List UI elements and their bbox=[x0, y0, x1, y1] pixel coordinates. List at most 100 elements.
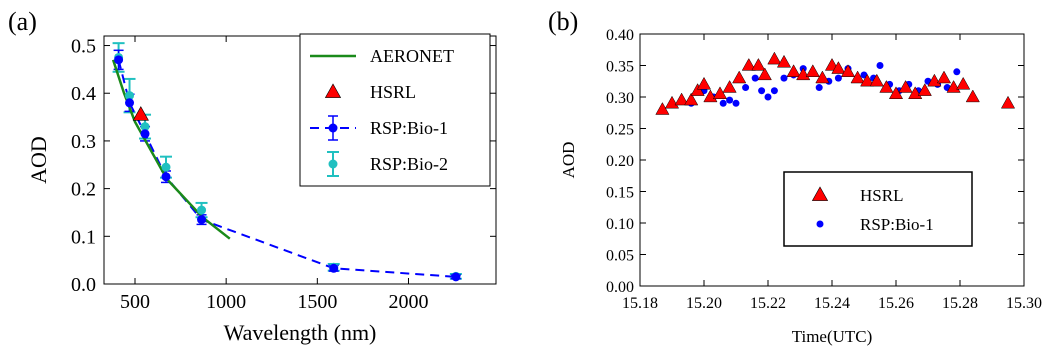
hsrl-point bbox=[674, 92, 689, 106]
hsrl-point bbox=[684, 92, 699, 106]
hsrl-point bbox=[888, 86, 904, 99]
hsrl-point bbox=[1000, 95, 1016, 109]
hsrl-point bbox=[732, 70, 747, 84]
aeronet-line bbox=[111, 59, 231, 240]
y-tick-label: 0.4 bbox=[71, 83, 96, 105]
legend-rsp-bio1-label: RSP:Bio-1 bbox=[860, 215, 934, 234]
y-tick-label: 0.20 bbox=[606, 153, 634, 170]
y-tick-label: 0.0 bbox=[71, 274, 96, 296]
y-tick-label: 0.15 bbox=[606, 185, 634, 202]
hsrl-point bbox=[815, 70, 830, 84]
hsrl-point bbox=[805, 64, 820, 77]
rsp-bio1-point bbox=[834, 74, 842, 82]
rsp-bio1-point bbox=[114, 55, 124, 65]
y-tick-label: 0.10 bbox=[606, 216, 634, 233]
x-axis-label: Time(UTC) bbox=[792, 327, 873, 346]
hsrl-point bbox=[965, 89, 980, 103]
rsp-bio1-point bbox=[161, 172, 171, 182]
hsrl-point bbox=[722, 80, 737, 93]
legend-hsrl-swatch bbox=[324, 83, 342, 98]
rsp-bio1-point bbox=[726, 96, 734, 104]
hsrl-point bbox=[132, 106, 149, 121]
y-axis-label: AOD bbox=[559, 142, 578, 179]
hsrl-point bbox=[786, 64, 801, 77]
rsp-bio1-point bbox=[751, 74, 759, 82]
y-tick-label: 0.3 bbox=[71, 131, 96, 153]
legend-rsp-bio2-label: RSP:Bio-2 bbox=[370, 154, 448, 174]
legend-aeronet-label: AERONET bbox=[370, 46, 454, 66]
rsp-bio1-point bbox=[197, 215, 207, 225]
hsrl-point bbox=[879, 80, 894, 93]
y-tick-label: 0.2 bbox=[71, 179, 96, 201]
rsp-bio1-point bbox=[758, 87, 766, 95]
y-tick-label: 0.00 bbox=[606, 279, 634, 296]
legend-hsrl-label: HSRL bbox=[370, 82, 416, 102]
hsrl-point bbox=[869, 73, 884, 87]
hsrl-point bbox=[751, 57, 766, 71]
rsp-bio1-point bbox=[329, 263, 339, 273]
hsrl-point bbox=[840, 64, 856, 77]
rsp-bio2-point bbox=[197, 205, 207, 215]
hsrl-point bbox=[712, 86, 728, 99]
rsp-bio2-point bbox=[140, 122, 150, 132]
hsrl-point bbox=[690, 83, 705, 96]
y-tick-label: 0.40 bbox=[606, 27, 634, 44]
rsp-bio1-point bbox=[742, 84, 750, 92]
y-tick-label: 0.25 bbox=[606, 122, 634, 139]
rsp-bio1-point bbox=[815, 84, 823, 92]
hsrl-point bbox=[850, 70, 865, 84]
rsp-bio1-point bbox=[451, 272, 461, 282]
rsp-bio1-point bbox=[876, 62, 884, 69]
hsrl-point bbox=[655, 102, 670, 115]
x-tick-label: 1000 bbox=[206, 291, 246, 313]
y-axis-label: AOD bbox=[26, 136, 51, 184]
rsp-bio1-point bbox=[719, 99, 727, 107]
rsp-bio1-point bbox=[732, 99, 740, 107]
hsrl-point bbox=[936, 70, 952, 84]
rsp-bio1-point bbox=[764, 93, 772, 101]
legend-rsp-bio1-marker bbox=[328, 123, 338, 133]
rsp-bio2-point bbox=[125, 91, 135, 101]
hsrl-point bbox=[860, 73, 875, 87]
y-tick-label: 0.30 bbox=[606, 90, 634, 107]
y-tick-label: 0.1 bbox=[71, 226, 96, 248]
legend-hsrl-swatch bbox=[811, 186, 829, 201]
legend-rsp-bio1-swatch bbox=[816, 220, 824, 228]
rsp-bio1-point bbox=[780, 74, 788, 82]
panel-b-label: (b) bbox=[548, 7, 578, 36]
rsp-bio1-point bbox=[140, 129, 150, 139]
panel-a-label: (a) bbox=[8, 7, 37, 36]
x-tick-label: 15.30 bbox=[1006, 295, 1042, 312]
legend-rsp-bio2-marker bbox=[328, 159, 338, 169]
x-tick-label: 15.26 bbox=[878, 295, 914, 312]
x-tick-label: 15.24 bbox=[814, 295, 850, 312]
x-tick-label: 500 bbox=[120, 291, 150, 313]
rsp-bio2-point bbox=[161, 162, 171, 172]
legend-box bbox=[783, 171, 973, 247]
hsrl-point bbox=[696, 76, 712, 90]
x-tick-label: 15.20 bbox=[686, 295, 722, 312]
y-tick-label: 0.35 bbox=[606, 59, 634, 76]
hsrl-point bbox=[917, 83, 932, 96]
x-tick-label: 15.28 bbox=[942, 295, 978, 312]
hsrl-point bbox=[831, 61, 846, 74]
chart-b: 15.18 15.20 15.22 15.24 15.26 15.28 15.30 0.00 0… bbox=[559, 27, 1042, 346]
y-tick-label: 0.5 bbox=[71, 36, 96, 58]
plot-frame bbox=[639, 33, 1025, 287]
hsrl-point bbox=[776, 54, 792, 68]
x-tick-label: 1500 bbox=[297, 291, 337, 313]
y-tick-label: 0.05 bbox=[606, 248, 634, 265]
legend-hsrl-label: HSRL bbox=[860, 186, 903, 205]
x-axis-label: Wavelength (nm) bbox=[224, 320, 377, 345]
rsp-bio1-point bbox=[953, 68, 961, 76]
x-tick-label: 15.18 bbox=[622, 295, 658, 312]
hsrl-point bbox=[956, 76, 971, 90]
legend-rsp-bio1-label: RSP:Bio-1 bbox=[370, 118, 448, 138]
hsrl-point bbox=[898, 80, 913, 93]
x-tick-label: 15.22 bbox=[750, 295, 786, 312]
x-tick-label: 2000 bbox=[388, 291, 428, 313]
rsp-bio1-point bbox=[770, 87, 778, 95]
chart-a: 500 1000 1500 2000 0.0 0.1 0.2 0.3 0.4 0.5 Wavelen… bbox=[26, 33, 497, 345]
hsrl-point bbox=[767, 51, 782, 65]
